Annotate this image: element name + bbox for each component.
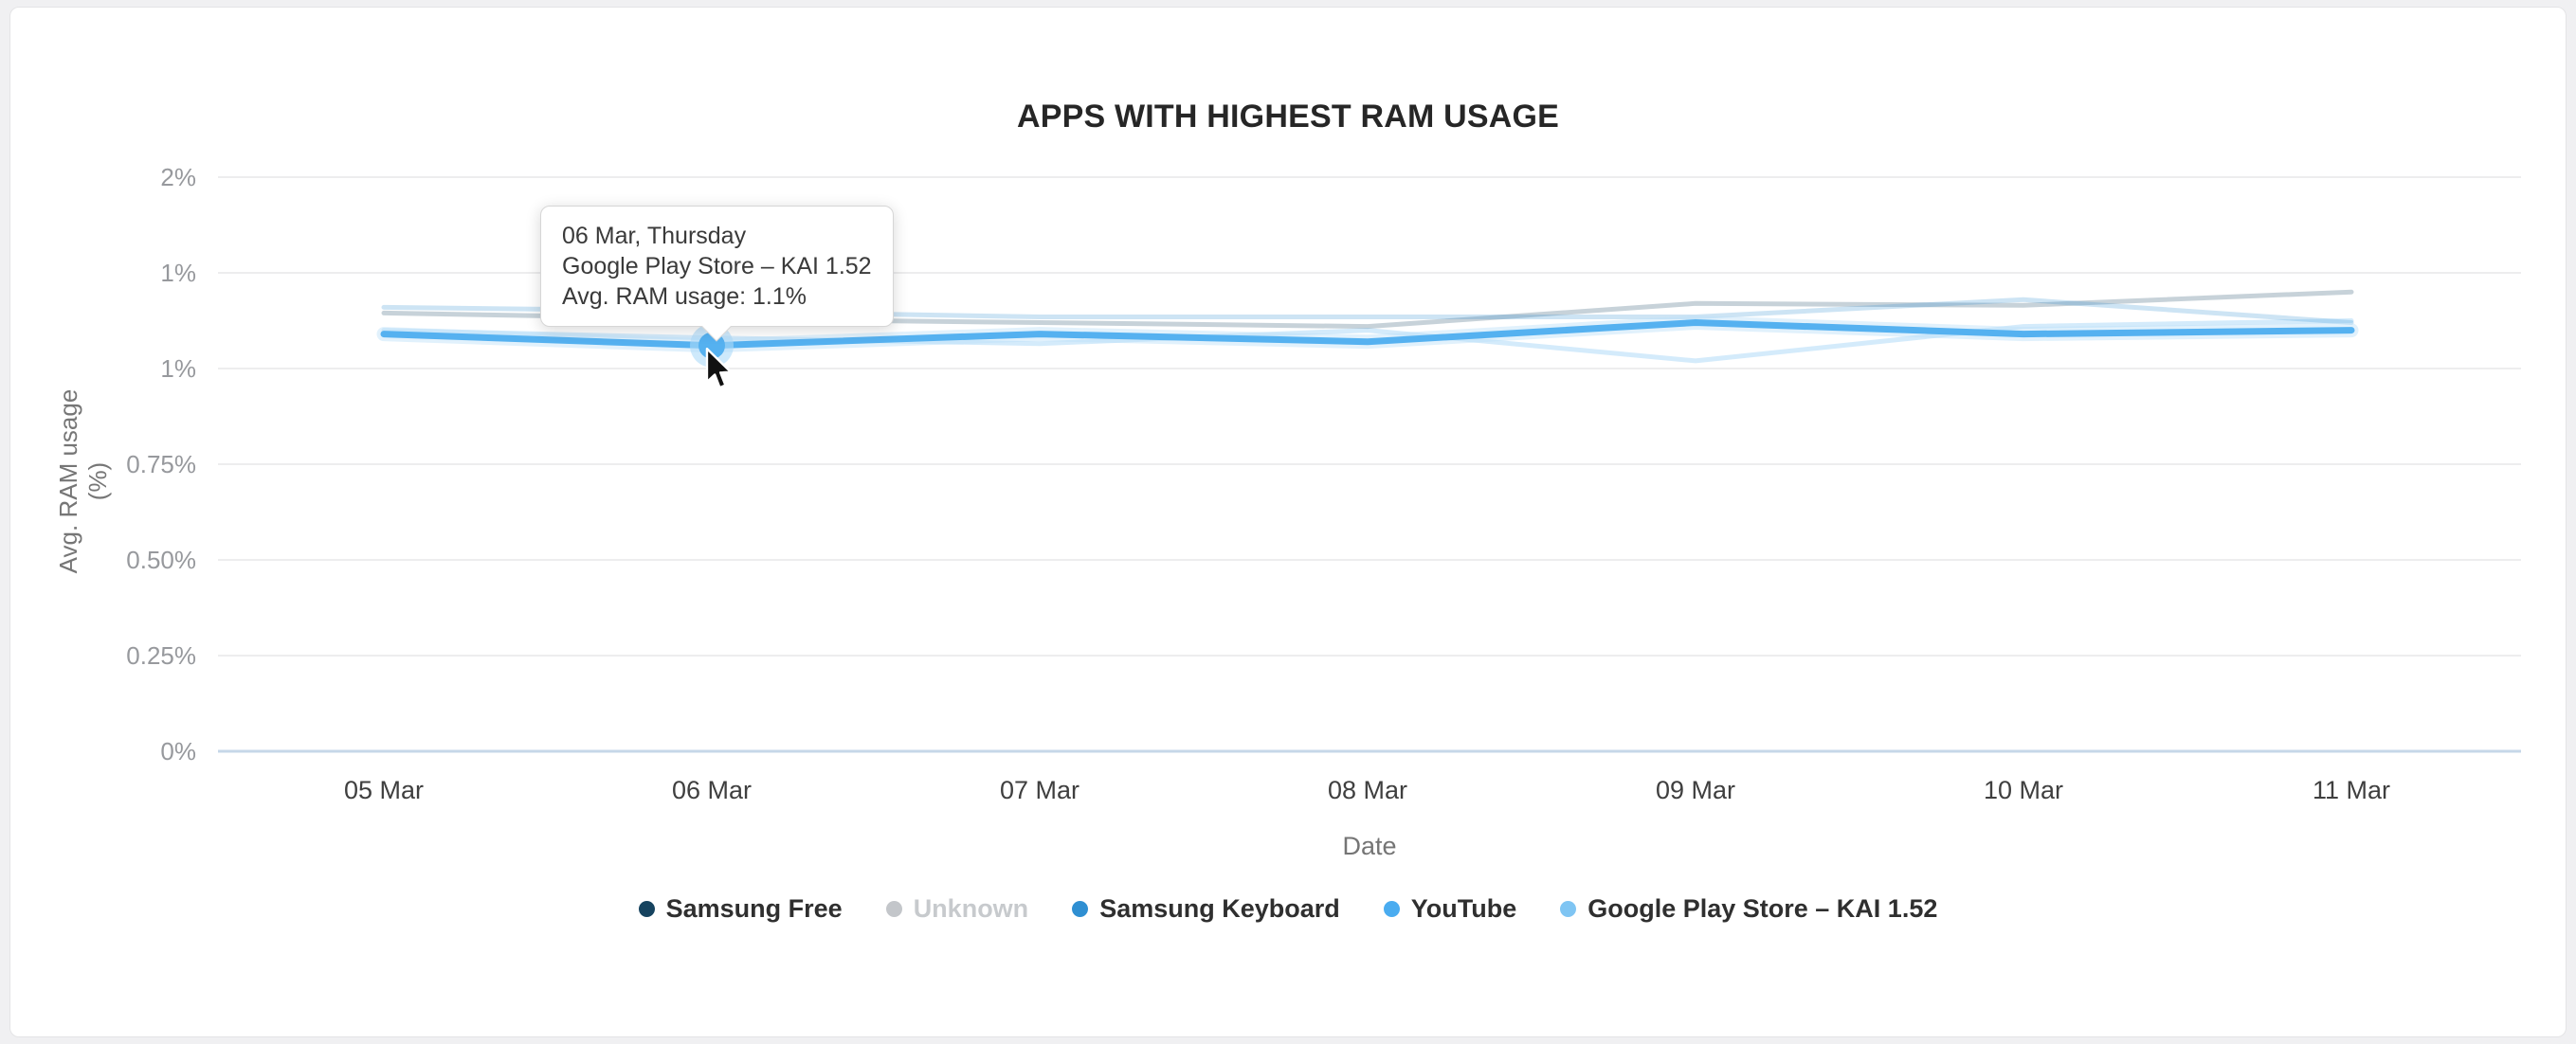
legend-dot-icon (1072, 901, 1089, 917)
legend-item-youtube[interactable]: YouTube (1383, 894, 1517, 924)
y-tick-label: 1% (160, 259, 196, 287)
y-tick-label: 0.25% (126, 641, 196, 670)
chart-legend: Samsung Free Unknown Samsung Keyboard YouTu… (0, 894, 2576, 924)
legend-dot-icon (1383, 901, 1400, 917)
x-tick-label: 05 Mar (344, 776, 424, 804)
legend-label: Unknown (913, 894, 1029, 923)
y-tick-label: 0.50% (126, 546, 196, 574)
chart-title: APPS WITH HIGHEST RAM USAGE (1016, 99, 1560, 135)
x-axis-title: Date (1342, 832, 1397, 860)
legend-label: Samsung Free (665, 894, 843, 923)
x-tick-label: 08 Mar (1328, 776, 1407, 804)
legend-item-samsung-free[interactable]: Samsung Free (638, 894, 843, 924)
chart-tooltip: 06 Mar, Thursday Google Play Store – KAI… (540, 206, 894, 342)
y-tick-label: 0.75% (126, 450, 196, 478)
legend-dot-icon (885, 901, 902, 917)
legend-item-google-play-store-kai-1-52[interactable]: Google Play Store – KAI 1.52 (1560, 894, 1937, 924)
legend-item-samsung-keyboard[interactable]: Samsung Keyboard (1072, 894, 1340, 924)
x-tick-label: 11 Mar (2313, 776, 2390, 804)
x-tick-label: 06 Mar (672, 776, 752, 804)
tooltip-date: 06 Mar, Thursday (562, 223, 747, 249)
legend-dot-icon (1560, 901, 1577, 917)
y-tick-label: 1% (160, 354, 196, 383)
y-tick-label: 2% (160, 163, 196, 191)
mouse-cursor-icon (705, 348, 733, 389)
tooltip-series-name: Google Play Store – KAI 1.52 (562, 253, 872, 279)
legend-dot-icon (638, 901, 655, 917)
legend-label: Samsung Keyboard (1099, 894, 1340, 923)
chart-card (9, 7, 2567, 1037)
x-tick-label: 09 Mar (1656, 776, 1735, 804)
tooltip-value: Avg. RAM usage: 1.1% (562, 283, 807, 310)
legend-label: Google Play Store – KAI 1.52 (1587, 894, 1938, 923)
x-tick-label: 07 Mar (1000, 776, 1079, 804)
x-tick-label: 10 Mar (1984, 776, 2063, 804)
legend-item-unknown[interactable]: Unknown (885, 894, 1029, 924)
y-tick-label: 0% (160, 737, 196, 765)
legend-label: YouTube (1410, 894, 1517, 923)
